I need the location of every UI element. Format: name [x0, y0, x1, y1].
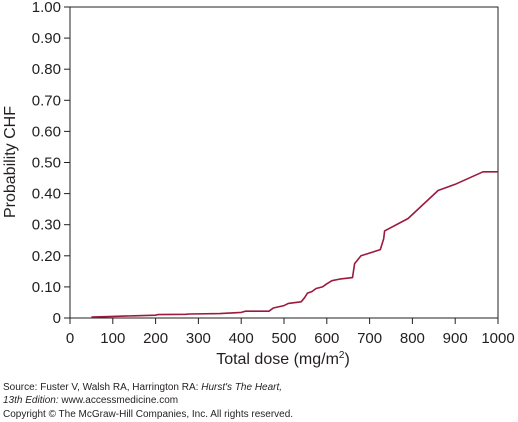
x-axis-title-sup: 2: [339, 350, 345, 361]
y-tick-label: 1.00: [32, 0, 61, 16]
x-axis-title-text: Total dose (mg/m: [216, 351, 339, 368]
y-axis-title: Probability CHF: [2, 106, 19, 218]
plot-area: [69, 6, 499, 319]
y-tick-label: 0.80: [32, 61, 61, 78]
x-tick-label: 400: [229, 330, 254, 347]
y-tick-label: 0.60: [32, 123, 61, 140]
x-tick-label: 300: [186, 330, 211, 347]
x-axis-title-close: ): [344, 351, 349, 368]
x-tick-label: 200: [143, 330, 168, 347]
source-line-2: 13th Edition: www.accessmedicine.com: [3, 395, 178, 407]
x-tick-label: 1000: [481, 330, 514, 347]
copyright: Copyright © The McGraw-Hill Companies, I…: [3, 409, 293, 421]
x-tick-label: 900: [443, 330, 468, 347]
y-tick-label: 0.30: [32, 217, 61, 234]
source-line-1: Source: Fuster V, Walsh RA, Harrington R…: [3, 382, 282, 394]
x-axis: 0 100 200 300 400 500 600 700 800 900 1000: [66, 318, 515, 347]
y-tick-label: 0.10: [32, 279, 61, 296]
x-axis-title: Total dose (mg/m2): [216, 350, 350, 368]
y-tick-label: 0.90: [32, 30, 61, 47]
x-tick-label: 500: [271, 330, 296, 347]
y-tick-label: 0.50: [32, 155, 61, 172]
x-tick-label: 700: [357, 330, 382, 347]
y-tick-label: 0: [53, 310, 61, 327]
y-tick-label: 0.20: [32, 248, 61, 265]
source-url: www.accessmedicine.com: [58, 395, 179, 406]
x-tick-label: 100: [100, 330, 125, 347]
y-tick-label: 0.40: [32, 186, 61, 203]
y-axis: 0 0.10 0.20 0.30 0.40 0.50 0.60 0.70 0.80 0.90 1.0…: [32, 0, 70, 327]
x-tick-label: 800: [400, 330, 425, 347]
source-book-title: Hurst's The Heart,: [201, 382, 283, 393]
series-line: [91, 171, 498, 318]
source-prefix: Source: Fuster V, Walsh RA, Harrington R…: [3, 382, 202, 393]
x-tick-label: 600: [314, 330, 339, 347]
copyright-text: Copyright © The McGraw-Hill Companies, I…: [3, 409, 294, 420]
source-edition: 13th Edition:: [3, 395, 59, 406]
y-tick-label: 0.70: [32, 92, 61, 109]
chart: 0 0.10 0.20 0.30 0.40 0.50 0.60 0.70 0.80 0.90 1.0…: [2, 0, 515, 368]
x-tick-label: 0: [66, 330, 74, 347]
plot-border: [69, 6, 499, 319]
